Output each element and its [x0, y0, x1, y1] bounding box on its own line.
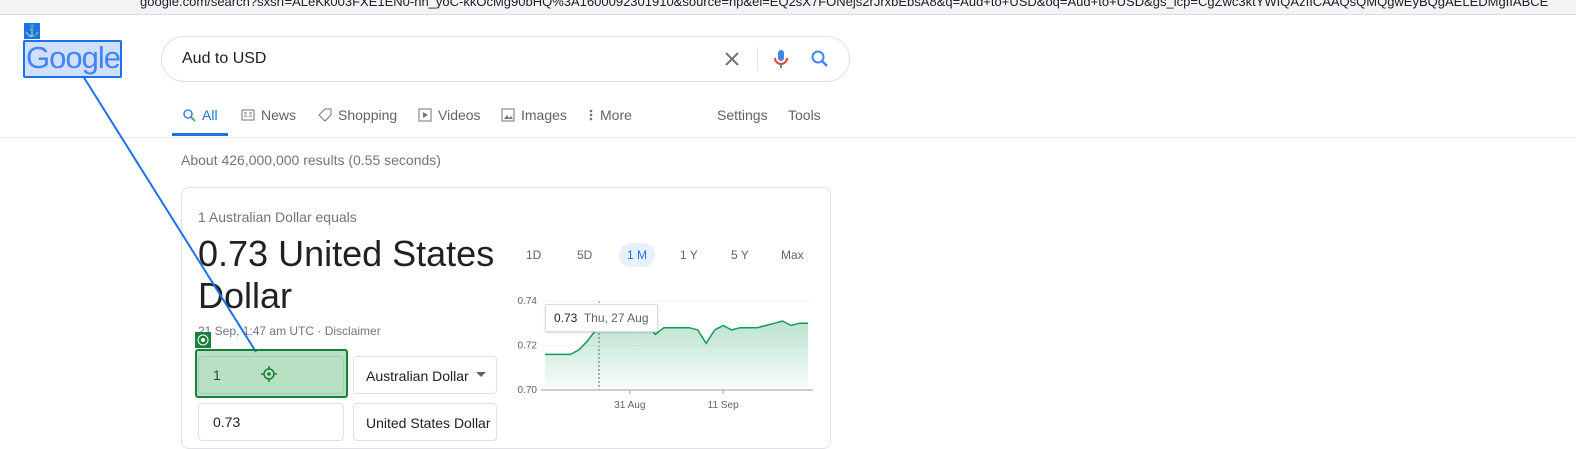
range-button[interactable]: 1D — [526, 248, 542, 262]
tab-underline — [172, 133, 228, 136]
tab[interactable]: More — [588, 107, 632, 123]
y-tick-label: 0.70 — [518, 385, 538, 396]
target-icon — [261, 366, 277, 382]
amount-value: 1 — [213, 367, 221, 383]
annotation-box — [23, 40, 122, 78]
settings-link[interactable]: Settings — [717, 107, 768, 123]
tooltip-date: Thu, 27 Aug — [583, 311, 649, 325]
tab-label: Shopping — [338, 107, 398, 123]
annotation-box — [195, 349, 348, 398]
logo[interactable]: Google — [26, 40, 121, 75]
currency-label: Australian Dollar — [366, 368, 469, 384]
tab[interactable]: All — [182, 107, 218, 123]
area — [545, 321, 808, 390]
link-label: Tools — [788, 107, 821, 123]
tooltip-value: 0.73 — [554, 311, 578, 325]
range-button[interactable]: Max — [781, 248, 804, 262]
tab[interactable]: Shopping — [318, 107, 397, 123]
tab-label: News — [261, 107, 297, 123]
target-icon — [197, 334, 209, 346]
annotation-badge: ⚓ — [24, 23, 40, 39]
tab[interactable]: Images — [501, 107, 567, 123]
exchange-chart: 0.70 0.72 0.74 31 Aug 11 Sep — [518, 296, 813, 411]
from-currency-select[interactable]: Australian Dollar — [353, 356, 497, 394]
tab-label: Videos — [438, 107, 481, 123]
link-label: Settings — [717, 107, 768, 123]
tab-label: Images — [521, 107, 567, 123]
chart-tooltip: 0.73 Thu, 27 Aug — [545, 304, 658, 332]
converter-caption: 1 Australian Dollar equals — [198, 209, 357, 225]
range-button[interactable]: 5 Y — [731, 248, 749, 262]
x-tick-label: 11 Sep — [708, 400, 739, 411]
x-tick-label: 31 Aug — [614, 400, 645, 411]
range-button[interactable]: 5D — [577, 248, 593, 262]
address-bar[interactable]: google.com/search?sxsrf=ALeKk003FXE1EN0-… — [0, 0, 1576, 15]
amount-input[interactable]: 1 — [198, 356, 344, 394]
divider — [757, 47, 758, 71]
tools-link[interactable]: Tools — [788, 107, 821, 123]
tab[interactable]: News — [241, 107, 296, 123]
search-icon[interactable] — [811, 50, 829, 68]
search-query: Aud to USD — [182, 50, 267, 67]
tab[interactable]: Videos — [418, 107, 481, 123]
url: google.com/search?sxsrf=ALeKk003FXE1EN0-… — [140, 0, 1549, 9]
converter-result: 0.73 United States Dollar — [198, 233, 495, 316]
search-box[interactable]: Aud to USD — [161, 36, 850, 82]
tab-label: All — [202, 107, 218, 123]
result-stats: About 426,000,000 results (0.55 seconds) — [181, 152, 441, 168]
tab-label: More — [600, 107, 632, 123]
dropdown-arrow — [476, 372, 486, 377]
y-tick-label: 0.72 — [518, 341, 538, 352]
range-button[interactable]: 1 Y — [680, 248, 698, 262]
header-rule — [0, 137, 1576, 138]
y-tick-label: 0.74 — [518, 296, 538, 307]
clear-icon[interactable] — [724, 51, 740, 67]
line — [545, 320, 808, 356]
mic-icon[interactable] — [773, 49, 789, 69]
range-button[interactable]: 1 M — [619, 243, 656, 267]
annotation-link — [82, 75, 257, 353]
converter-timestamp: 21 Sep, 1:47 am UTC · Disclaimer — [198, 324, 381, 338]
